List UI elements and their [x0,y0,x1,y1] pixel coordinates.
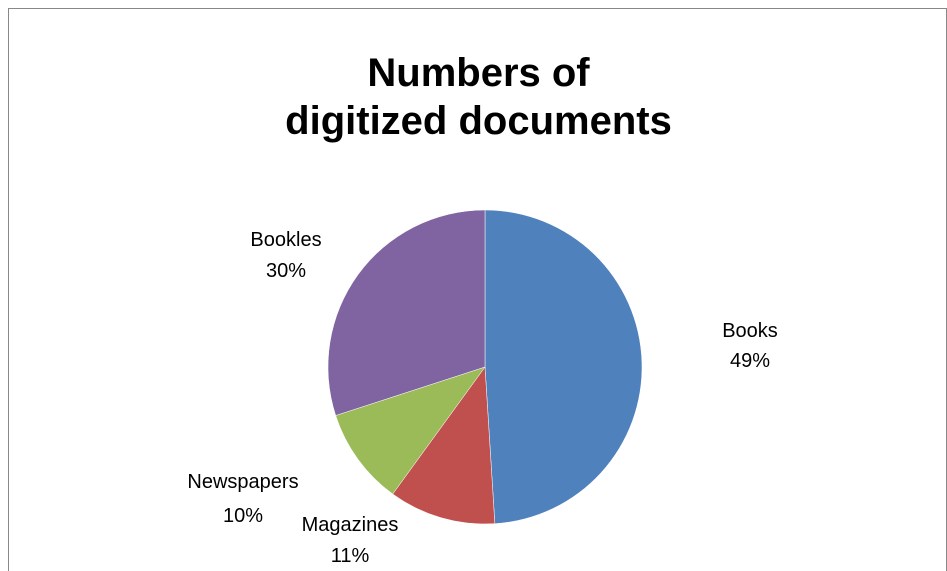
data-label-name-bookles: Bookles [250,229,321,251]
pie-slice-magazines [392,366,496,525]
data-label-name-magazines: Magazines [302,514,399,536]
data-label-percent-bookles: 30% [266,260,306,282]
data-label-percent-books: 49% [730,350,770,372]
pie-slice-bookles [327,209,486,416]
chart-title: Numbers of digitized documents [9,49,947,145]
chart-title-line-1: Numbers of [367,51,590,95]
data-label-percent-newspapers: 10% [223,505,263,527]
data-label-name-newspapers: Newspapers [187,471,298,493]
chart-title-line-2: digitized documents [285,99,672,143]
pie-slice-newspapers [335,366,486,495]
pie-slice-books [484,209,643,524]
data-label-percent-magazines: 11% [331,545,370,567]
data-label-name-books: Books [722,320,778,342]
